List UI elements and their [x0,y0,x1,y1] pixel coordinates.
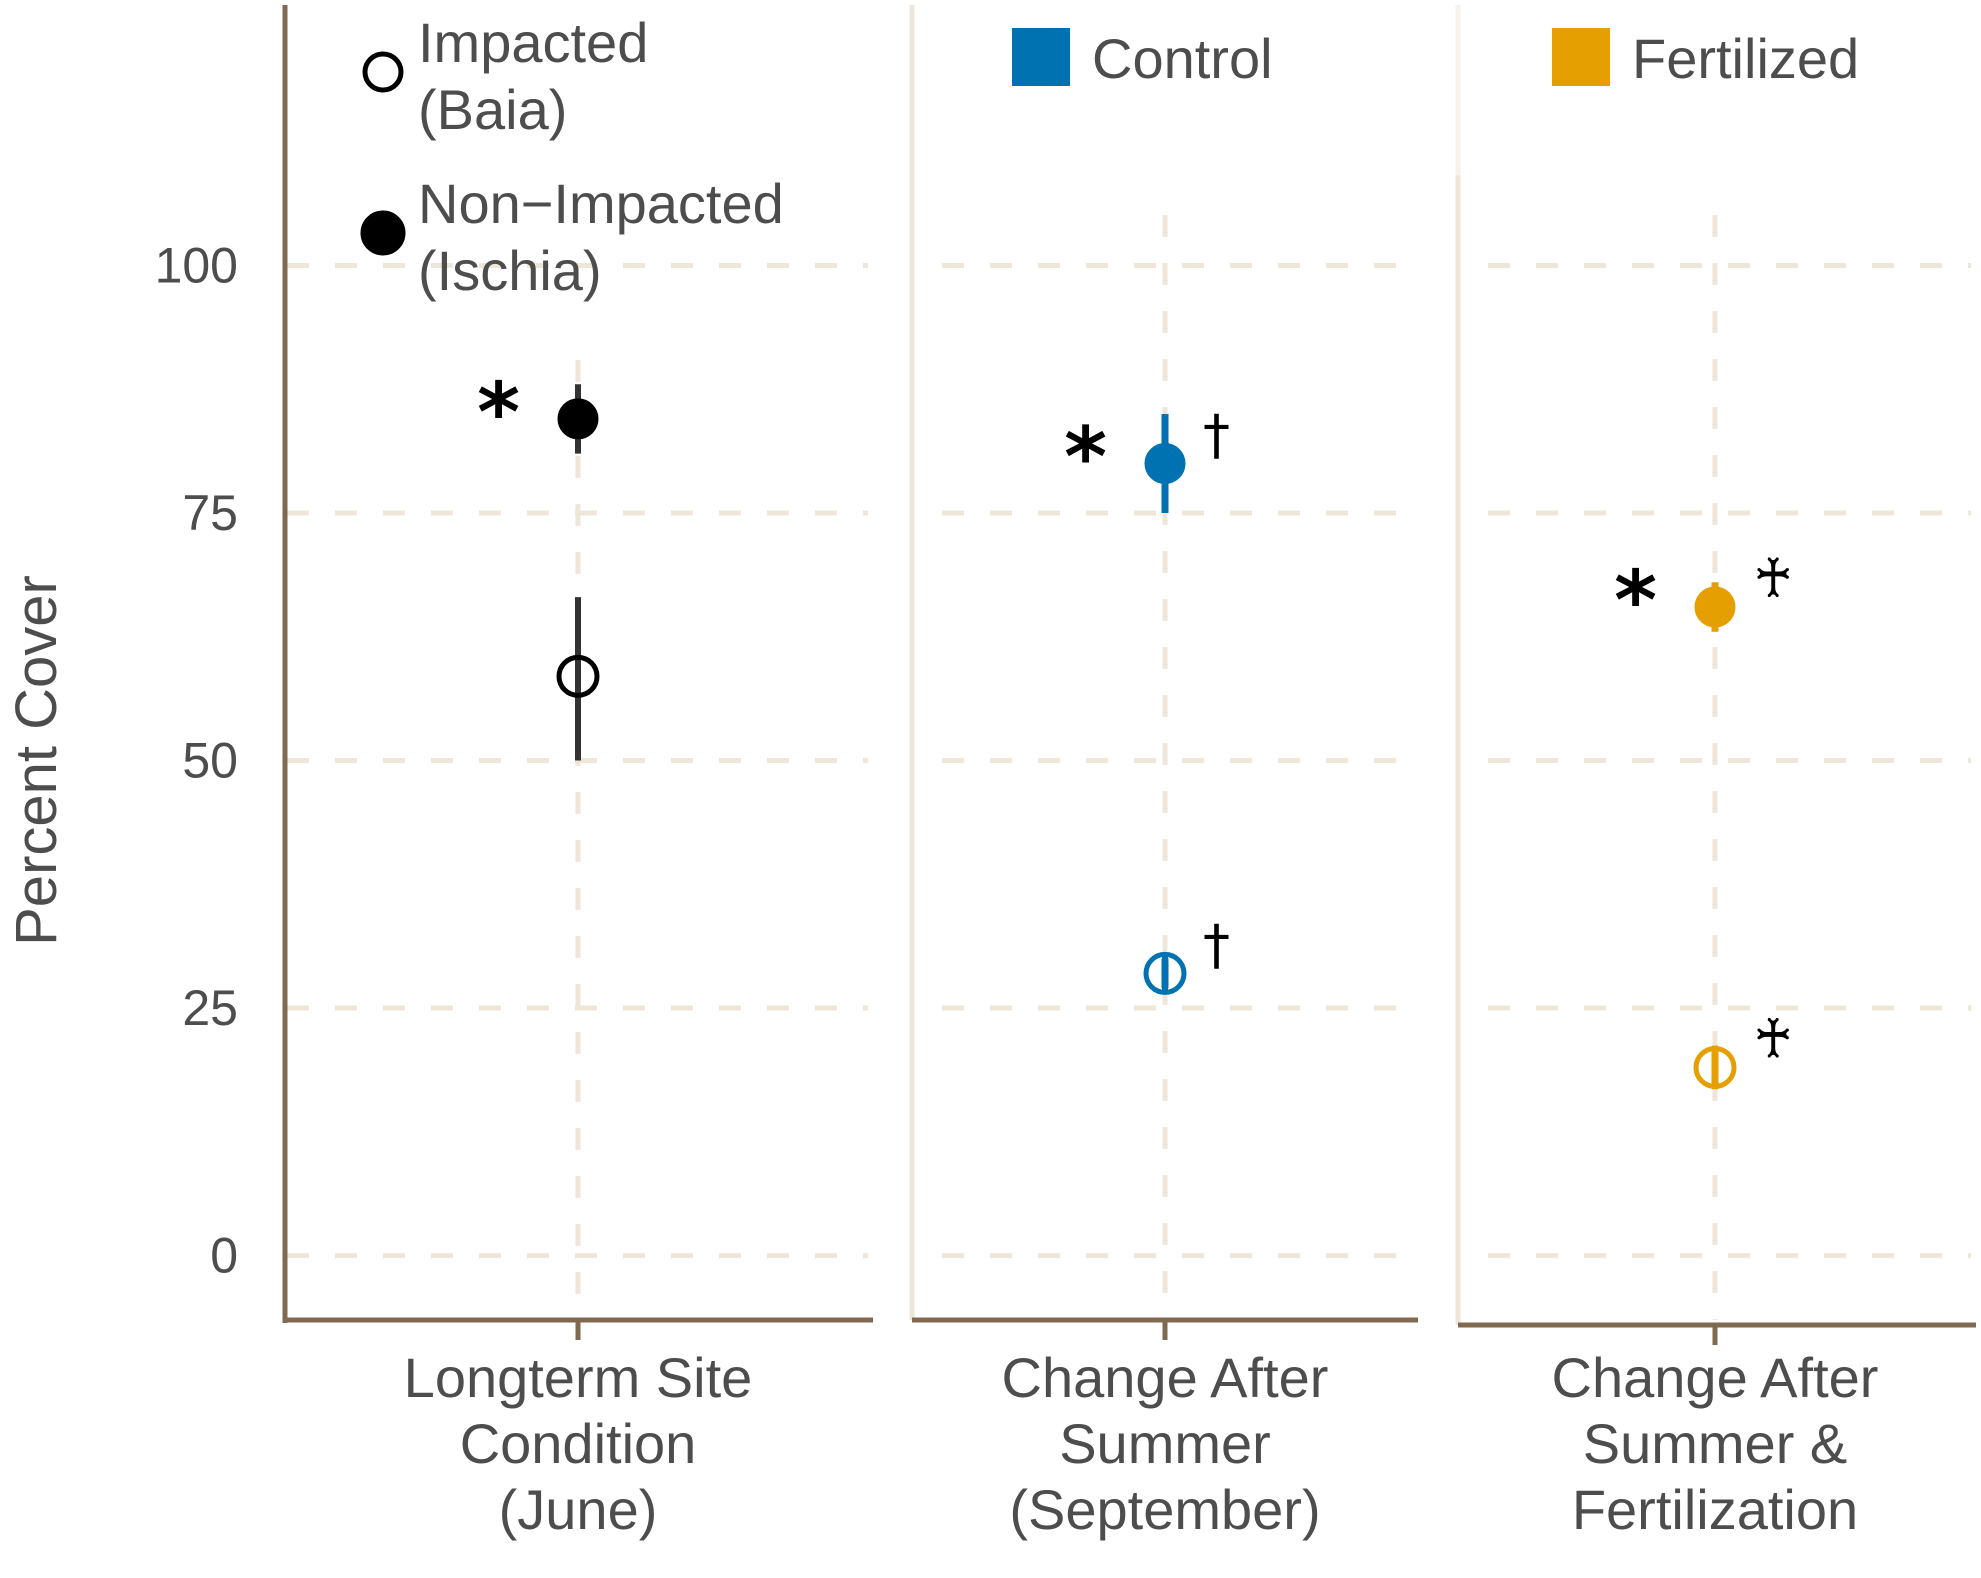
y-tick-label: 100 [155,237,238,293]
significance-dagger: † [1203,913,1230,976]
legend-label: Fertilized [1632,27,1859,90]
data-point-open [1143,951,1187,995]
significance-asterisk: * [1614,554,1657,649]
y-tick-label: 0 [210,1228,238,1284]
y-axis-title: Percent Cover [4,575,69,946]
significance-asterisk: * [1064,410,1107,505]
grid-layer [287,215,1971,1320]
text-layer: Percent Cover 0 25 50 75 100 Longterm SiteCond… [4,11,1878,1541]
significance-dagger: ♰ [1753,547,1793,610]
x-category-label: Change After [1002,1346,1329,1409]
significance-dagger: ♰ [1753,1007,1793,1070]
legend-swatch-control [1012,28,1070,86]
legend-label: Control [1092,27,1273,90]
y-tick-label: 50 [182,733,238,789]
legend-filled-circle-icon [360,210,406,256]
x-category-label: Summer [1059,1412,1271,1475]
y-tick-label: 25 [182,980,238,1036]
x-category-label: Condition [460,1412,697,1475]
legend-label: (Ischia) [418,239,602,302]
y-tick-label: 75 [182,485,238,541]
x-category-label: (September) [1009,1478,1320,1541]
axes-layer [282,5,1976,1345]
legend-label: Impacted [418,11,648,74]
data-point-filled [1144,442,1186,484]
legend-label: (Baia) [418,78,567,141]
legend-label: Non−Impacted [418,172,784,235]
significance-asterisk: * [477,366,520,461]
x-category-label: Fertilization [1572,1478,1858,1541]
legend-swatch-fertilized [1552,28,1610,86]
data-point-filled [557,398,599,440]
legend-open-circle-icon [362,51,404,93]
x-category-label: Summer & [1583,1412,1848,1475]
data-point-open [556,654,600,698]
x-category-label: Change After [1552,1346,1879,1409]
marks-layer [556,384,1737,1090]
x-category-label: Longterm Site [404,1346,753,1409]
significance-dagger: † [1203,403,1230,466]
data-point-filled [1694,586,1736,628]
x-category-label: (June) [499,1478,658,1541]
